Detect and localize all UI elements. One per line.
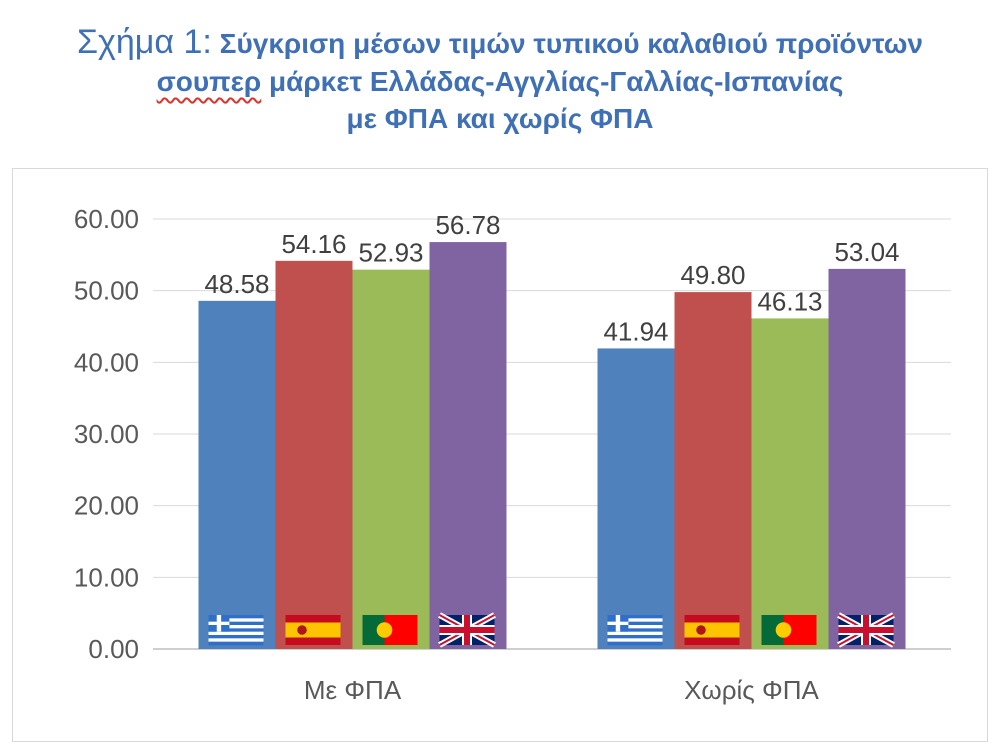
y-tick-label: 20.00 — [74, 491, 139, 521]
flag-band — [761, 615, 784, 645]
flag-stripe — [208, 638, 264, 643]
data-label: 49.80 — [680, 260, 745, 290]
bar — [597, 348, 675, 649]
flag-stripe — [208, 635, 264, 639]
bar — [352, 269, 430, 649]
bar — [674, 292, 752, 649]
greece-flag-icon — [208, 615, 264, 646]
y-tick-label: 30.00 — [74, 419, 139, 449]
flag-stripe — [208, 615, 264, 619]
category-label: Χωρίς ΦΠΑ — [684, 675, 819, 705]
flag-stripe — [607, 638, 663, 643]
chart-title: Σχήμα 1: Σύγκριση μέσων τιμών τυπικού κα… — [0, 20, 1000, 137]
flag-band — [684, 622, 740, 638]
flag-cross — [439, 627, 495, 633]
portugal-flag-icon — [362, 615, 418, 645]
flag-emblem — [696, 625, 706, 635]
flag-stripe — [208, 625, 264, 629]
bar — [275, 260, 353, 649]
category-label: Με ΦΠΑ — [304, 675, 402, 705]
flag-stripe — [208, 631, 264, 636]
y-tick-label: 0.00 — [88, 634, 139, 664]
flag-stripe — [208, 628, 264, 633]
flag-stripe — [607, 621, 663, 626]
title-line-1: Σχήμα 1: Σύγκριση μέσων τιμών τυπικού κα… — [0, 20, 1000, 64]
flag-stripe — [607, 635, 663, 639]
flag-stripe — [607, 625, 663, 629]
bar — [198, 300, 276, 649]
bar — [429, 242, 507, 649]
flag-emblem — [376, 622, 393, 638]
chart-area: 0.00 10.00 20.00 30.00 40.00 50.00 60.00 48.58 5… — [12, 168, 988, 742]
uk-flag-icon — [438, 612, 496, 648]
flag-stripe — [208, 641, 264, 646]
bar — [828, 268, 906, 649]
flag-stripe — [208, 618, 264, 623]
flag-stripe — [607, 641, 663, 646]
y-tick-label: 10.00 — [74, 562, 139, 592]
flag-stripe — [607, 618, 663, 623]
portugal-flag-icon — [761, 615, 817, 645]
data-label: 54.16 — [281, 229, 346, 259]
bar-chart: 0.00 10.00 20.00 30.00 40.00 50.00 60.00 48.58 5… — [74, 204, 951, 705]
flag-cross — [216, 615, 222, 632]
flag-stripe — [607, 628, 663, 633]
flag-stripe — [607, 631, 663, 636]
flag-stripe — [208, 621, 264, 626]
title-prefix: Σχήμα 1: — [77, 23, 212, 61]
flag-band — [285, 622, 341, 638]
greece-flag-icon — [607, 615, 663, 646]
y-tick-label: 40.00 — [74, 347, 139, 377]
spain-flag-icon — [684, 615, 740, 645]
title-line-3: με ΦΠΑ και χωρίς ΦΠΑ — [346, 102, 654, 134]
flag-band — [362, 615, 385, 645]
data-label: 46.13 — [757, 286, 822, 316]
y-tick-label: 60.00 — [74, 204, 139, 234]
data-label: 48.58 — [204, 269, 269, 299]
flag-cross — [615, 615, 621, 632]
flag-emblem — [297, 625, 307, 635]
data-label: 53.04 — [834, 237, 899, 267]
flag-cross — [838, 627, 894, 633]
data-label: 52.93 — [358, 238, 423, 268]
uk-flag-icon — [837, 612, 895, 648]
flag-emblem — [775, 622, 792, 638]
data-label: 41.94 — [603, 316, 668, 346]
spain-flag-icon — [285, 615, 341, 645]
title-line-1-text: Σύγκριση μέσων τιμών τυπικού καλαθιού πρ… — [219, 28, 923, 59]
title-line-2: σουπερ μάρκετ Ελλάδας-Αγγλίας-Γαλλίας-Ισ… — [0, 64, 1000, 100]
title-line-2-text: μάρκετ Ελλάδας-Αγγλίας-Γαλλίας-Ισπανίας — [269, 66, 844, 98]
data-label: 56.78 — [435, 210, 500, 240]
flag-stripe — [607, 615, 663, 619]
title-spellcheck-word: σουπερ — [156, 66, 262, 98]
y-tick-label: 50.00 — [74, 276, 139, 306]
bar — [751, 318, 829, 649]
